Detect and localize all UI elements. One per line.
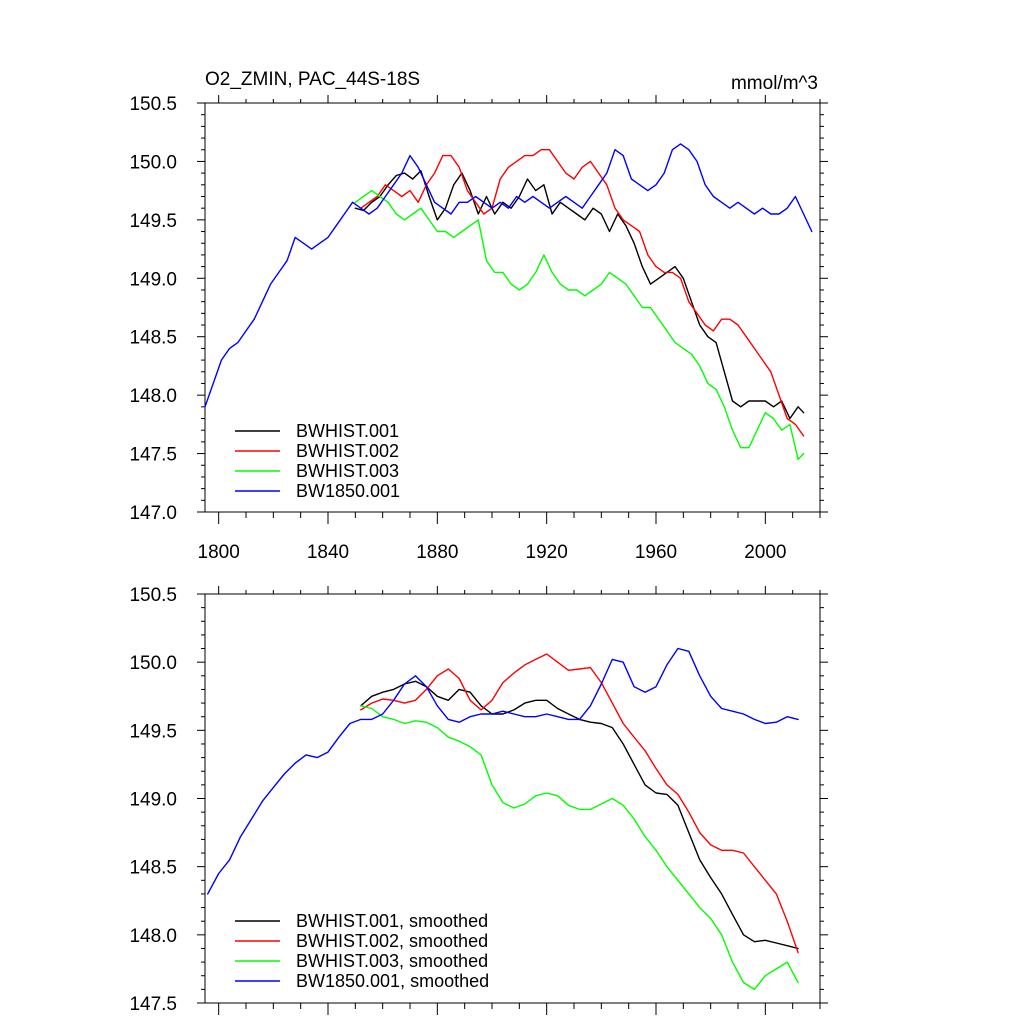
series-group — [204, 143, 813, 461]
y-tick-label: 149.5 — [129, 721, 177, 742]
x-tick-label: 1840 — [307, 542, 349, 563]
series-line — [354, 170, 805, 420]
y-tick-label: 148.0 — [129, 926, 177, 947]
y-tick-label: 148.5 — [129, 858, 177, 879]
legend-label: BWHIST.002 — [296, 441, 399, 461]
chart-title: O2_ZMIN, PAC_44S-18S — [205, 69, 420, 90]
plot-frame — [204, 102, 821, 513]
axis-ticks: 147.0 147.5 148.0 148.5 149.0 149.5 150.0 150.5… — [129, 94, 828, 563]
y-tick-label: 150.0 — [129, 653, 177, 674]
legend-label: BWHIST.003 — [296, 461, 399, 481]
y-tick-label: 148.0 — [129, 386, 177, 407]
legend-label: BWHIST.002, smoothed — [296, 931, 488, 951]
series-line — [207, 647, 799, 895]
legend-label: BW1850.001 — [296, 481, 400, 501]
series-line — [360, 705, 799, 991]
bottom-panel: 147.5 148.0 148.5 149.0 149.5 150.0 150.5 BWHI… — [129, 585, 828, 1015]
series-line — [354, 189, 805, 461]
series-line — [360, 680, 799, 950]
x-tick-label: 1920 — [526, 542, 568, 563]
legend-label: BW1850.001, smoothed — [296, 971, 489, 991]
series-line — [360, 149, 805, 437]
series-group — [207, 647, 799, 991]
y-tick-label: 149.0 — [129, 269, 177, 290]
series-line — [360, 653, 799, 954]
y-tick-label: 148.5 — [129, 328, 177, 349]
axis-ticks: 147.5 148.0 148.5 149.0 149.5 150.0 150.5 — [129, 585, 828, 1015]
y-tick-label: 147.0 — [129, 503, 177, 524]
units-label: mmol/m^3 — [731, 73, 818, 94]
legend-label: BWHIST.003, smoothed — [296, 951, 488, 971]
top-panel: O2_ZMIN, PAC_44S-18S mmol/m^3 147.0 147.5… — [129, 69, 828, 563]
y-tick-label: 149.0 — [129, 790, 177, 811]
y-tick-label: 147.5 — [129, 994, 177, 1015]
x-tick-label: 2000 — [744, 542, 786, 563]
y-tick-label: 150.0 — [129, 152, 177, 173]
y-tick-label: 150.5 — [129, 585, 177, 606]
x-tick-label: 1800 — [198, 542, 240, 563]
series-line — [204, 143, 813, 408]
legend-label: BWHIST.001, smoothed — [296, 911, 488, 931]
y-tick-label: 147.5 — [129, 445, 177, 466]
x-tick-label: 1880 — [416, 542, 458, 563]
x-tick-label: 1960 — [635, 542, 677, 563]
legend-label: BWHIST.001 — [296, 421, 399, 441]
y-tick-label: 150.5 — [129, 94, 177, 115]
y-tick-label: 149.5 — [129, 211, 177, 232]
